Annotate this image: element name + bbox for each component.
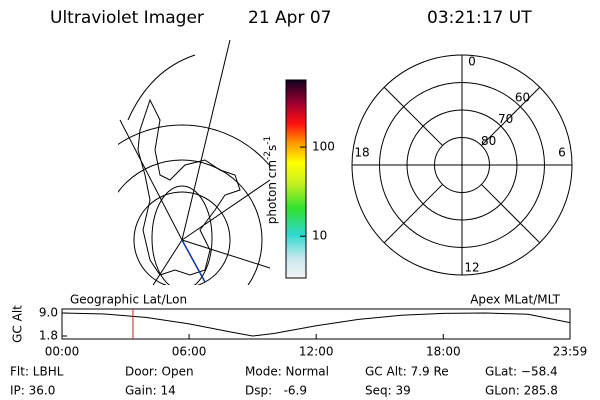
polar-spoke	[383, 86, 443, 146]
mlt-label: 12	[464, 261, 479, 275]
alt-ylabel: GC Alt	[11, 305, 25, 343]
colorbar-label: photon cm-2s-1	[263, 136, 279, 225]
geo-label: Geographic Lat/Lon	[70, 293, 187, 307]
footer-field: IP: 36.0	[10, 384, 55, 398]
colorbar	[285, 79, 307, 279]
mlt-label: 6	[558, 146, 566, 160]
lat-label: 80	[481, 134, 496, 148]
time: 03:21:17 UT	[427, 8, 532, 28]
mlt-label: 18	[354, 146, 369, 160]
altitude-line	[61, 312, 571, 337]
colorbar-tick-label: 100	[312, 140, 335, 154]
colorbar-tick-label: 10	[312, 229, 327, 243]
x-tick-label: 06:00	[172, 345, 207, 359]
x-tick-label: 23:59	[553, 345, 588, 359]
exponent: -1	[263, 136, 273, 145]
footer-field: Mode: Normal	[245, 365, 329, 379]
lat-label: 70	[498, 112, 513, 126]
geo-map	[118, 40, 270, 285]
map-edge	[127, 54, 196, 121]
mlt-label: 0	[468, 55, 476, 69]
x-tick-label: 00:00	[45, 345, 80, 359]
title: Ultraviolet Imager	[50, 8, 204, 28]
footer-field: GLon: 285.8	[485, 384, 558, 398]
footer-field: GLat: −58.4	[485, 365, 558, 379]
x-tick-label: 12:00	[299, 345, 334, 359]
polar-spoke	[383, 184, 443, 244]
footer-field: Dsp: -6.9	[245, 384, 307, 398]
exponent: -2	[263, 151, 273, 160]
date: 21 Apr 07	[248, 8, 331, 28]
polar-spoke	[481, 184, 541, 244]
footer-field: Gain: 14	[125, 384, 176, 398]
polar-spoke	[481, 86, 541, 146]
unit: s	[265, 145, 279, 151]
lat-label: 60	[515, 91, 530, 105]
footer-field: Flt: LBHL	[10, 365, 64, 379]
polar-label: Apex MLat/MLT	[470, 293, 560, 307]
footer-field: Seq: 39	[365, 384, 411, 398]
y-tick-label: 9.0	[39, 306, 58, 320]
footer-field: GC Alt: 7.9 Re	[365, 365, 449, 379]
y-tick-label: 1.8	[39, 329, 58, 343]
x-tick-label: 18:00	[426, 345, 461, 359]
footer-field: Door: Open	[125, 365, 194, 379]
unit: photon cm	[265, 160, 279, 224]
